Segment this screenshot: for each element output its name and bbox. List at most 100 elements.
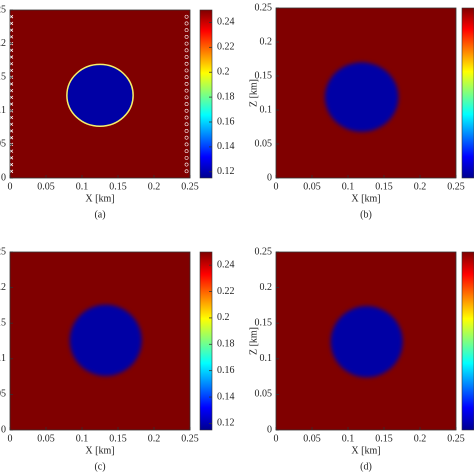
receiver [184,48,189,53]
colorbar-tick-label: 0.16 [217,116,235,127]
y-tick-label: 0.05 [255,138,273,149]
receiver [184,149,189,154]
x-tick-label: 0.2 [148,181,161,192]
colorbar-tick-label: 0.22 [217,286,235,297]
source [9,48,14,53]
y-tick-label: 0.05 [255,389,273,400]
colorbar-tick-label: 0.2 [217,67,230,78]
x-tick-label: 0.05 [303,181,321,192]
y-tick-label: 0 [267,424,272,435]
x-tick-label: 0.2 [414,433,427,444]
y-tick-label: 0 [1,424,6,435]
y-tick-label: 0.15 [255,317,273,328]
x-tick-label: 0.25 [447,433,465,444]
axes-frame [9,251,191,431]
receiver [184,41,189,46]
receiver [184,68,189,73]
source [9,149,14,153]
x-tick-label: 0 [8,181,13,192]
x-axis-label: X [km] [351,445,380,456]
receiver [184,122,189,127]
source [9,122,14,127]
source [9,135,14,140]
receiver [184,14,189,19]
axes-frame [275,251,457,431]
anomaly [66,63,134,128]
y-axis-label: Z [km] [248,79,259,107]
receiver [184,61,189,66]
y-tick-label: 0.1 [0,105,6,116]
x-tick-label: 0.1 [76,433,89,444]
x-tick-label: 0.2 [414,181,427,192]
y-tick-label: 0 [267,172,272,183]
receiver [184,129,189,133]
colorbar-tick-label: 0.2 [217,312,230,323]
colorbar-tick-label: 0.18 [217,91,235,102]
receiver [184,102,189,106]
plot-area [10,252,190,430]
source [9,61,14,66]
receiver [184,75,189,80]
y-tick-label: 0.25 [0,4,6,15]
source [9,169,14,174]
y-tick-label: 0.25 [255,246,273,257]
y-tick-label: 0.15 [255,70,273,81]
panel-label: (a) [94,209,105,220]
receiver [184,162,189,167]
x-tick-label: 0.2 [148,433,161,444]
plot-area [276,252,456,430]
source [9,21,14,26]
x-tick-label: 0.05 [303,433,321,444]
colorbar-tick-label: 0.14 [217,391,235,402]
source [9,82,14,86]
y-tick-label: 0.25 [0,246,6,257]
receiver [184,21,189,26]
x-tick-label: 0.15 [375,433,393,444]
source [9,156,14,160]
colorbar-tick-label: 0.18 [217,339,235,350]
source [9,88,14,93]
receiver [184,108,189,113]
x-tick-label: 0.25 [181,433,199,444]
colorbar [199,9,213,179]
panel-label: (b) [360,209,372,220]
anomaly [69,304,142,376]
x-tick-label: 0 [274,433,279,444]
receiver [184,28,189,33]
y-tick-label: 0.15 [0,71,6,82]
axes-frame [9,9,191,179]
x-tick-label: 0.05 [37,433,55,444]
y-tick-label: 0.05 [0,139,6,150]
plot-area [276,8,456,178]
receiver [184,88,189,93]
y-tick-label: 0.2 [260,282,273,293]
colorbar-tick-label: 0.12 [217,166,235,177]
y-tick-label: 0.1 [260,353,273,364]
colorbar-tick-label: 0.24 [217,17,235,28]
source [9,129,14,133]
source [9,115,14,120]
receiver [184,169,189,174]
y-tick-label: 0.2 [0,38,6,49]
source [9,55,14,59]
x-axis-label: X [km] [85,193,114,204]
receiver [184,55,189,59]
axes-frame [275,7,457,179]
source [9,95,14,100]
x-tick-label: 0.1 [342,433,355,444]
colorbar-tick-label: 0.24 [217,259,235,270]
panel-label: (c) [94,461,105,472]
source [9,35,14,39]
colorbar [461,7,474,179]
colorbar-tick-label: 0.14 [217,141,235,152]
x-tick-label: 0.25 [181,181,199,192]
receiver [184,135,189,140]
receiver [184,115,189,120]
panel-label: (d) [360,461,372,472]
colorbar-tick-label: 0.22 [217,42,235,53]
y-tick-label: 0.15 [0,317,6,328]
y-tick-label: 0 [1,172,6,183]
source [9,162,14,167]
plot-area [10,10,190,178]
y-tick-label: 0.1 [260,104,273,115]
